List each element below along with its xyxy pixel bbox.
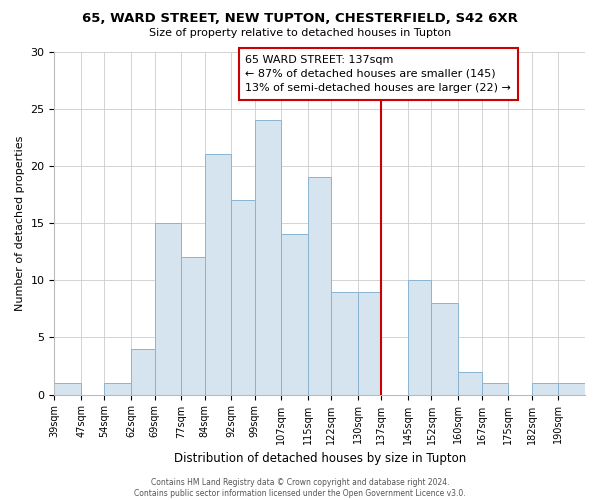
Bar bbox=[358, 292, 382, 395]
Y-axis label: Number of detached properties: Number of detached properties bbox=[15, 136, 25, 310]
Bar bbox=[131, 349, 155, 395]
Bar bbox=[559, 383, 585, 394]
Bar bbox=[482, 383, 508, 394]
Bar bbox=[254, 120, 281, 394]
Bar bbox=[331, 292, 358, 395]
Bar bbox=[181, 258, 205, 394]
Bar bbox=[458, 372, 482, 394]
Text: 65, WARD STREET, NEW TUPTON, CHESTERFIELD, S42 6XR: 65, WARD STREET, NEW TUPTON, CHESTERFIEL… bbox=[82, 12, 518, 26]
Text: Contains HM Land Registry data © Crown copyright and database right 2024.
Contai: Contains HM Land Registry data © Crown c… bbox=[134, 478, 466, 498]
Bar bbox=[281, 234, 308, 394]
Bar bbox=[308, 178, 331, 394]
Bar bbox=[431, 303, 458, 394]
Bar bbox=[408, 280, 431, 394]
Bar bbox=[231, 200, 254, 394]
Text: 65 WARD STREET: 137sqm
← 87% of detached houses are smaller (145)
13% of semi-de: 65 WARD STREET: 137sqm ← 87% of detached… bbox=[245, 55, 511, 93]
Text: Size of property relative to detached houses in Tupton: Size of property relative to detached ho… bbox=[149, 28, 451, 38]
Bar bbox=[55, 383, 81, 394]
X-axis label: Distribution of detached houses by size in Tupton: Distribution of detached houses by size … bbox=[173, 452, 466, 465]
Bar bbox=[155, 223, 181, 394]
Bar bbox=[532, 383, 559, 394]
Bar bbox=[205, 154, 231, 394]
Bar bbox=[104, 383, 131, 394]
